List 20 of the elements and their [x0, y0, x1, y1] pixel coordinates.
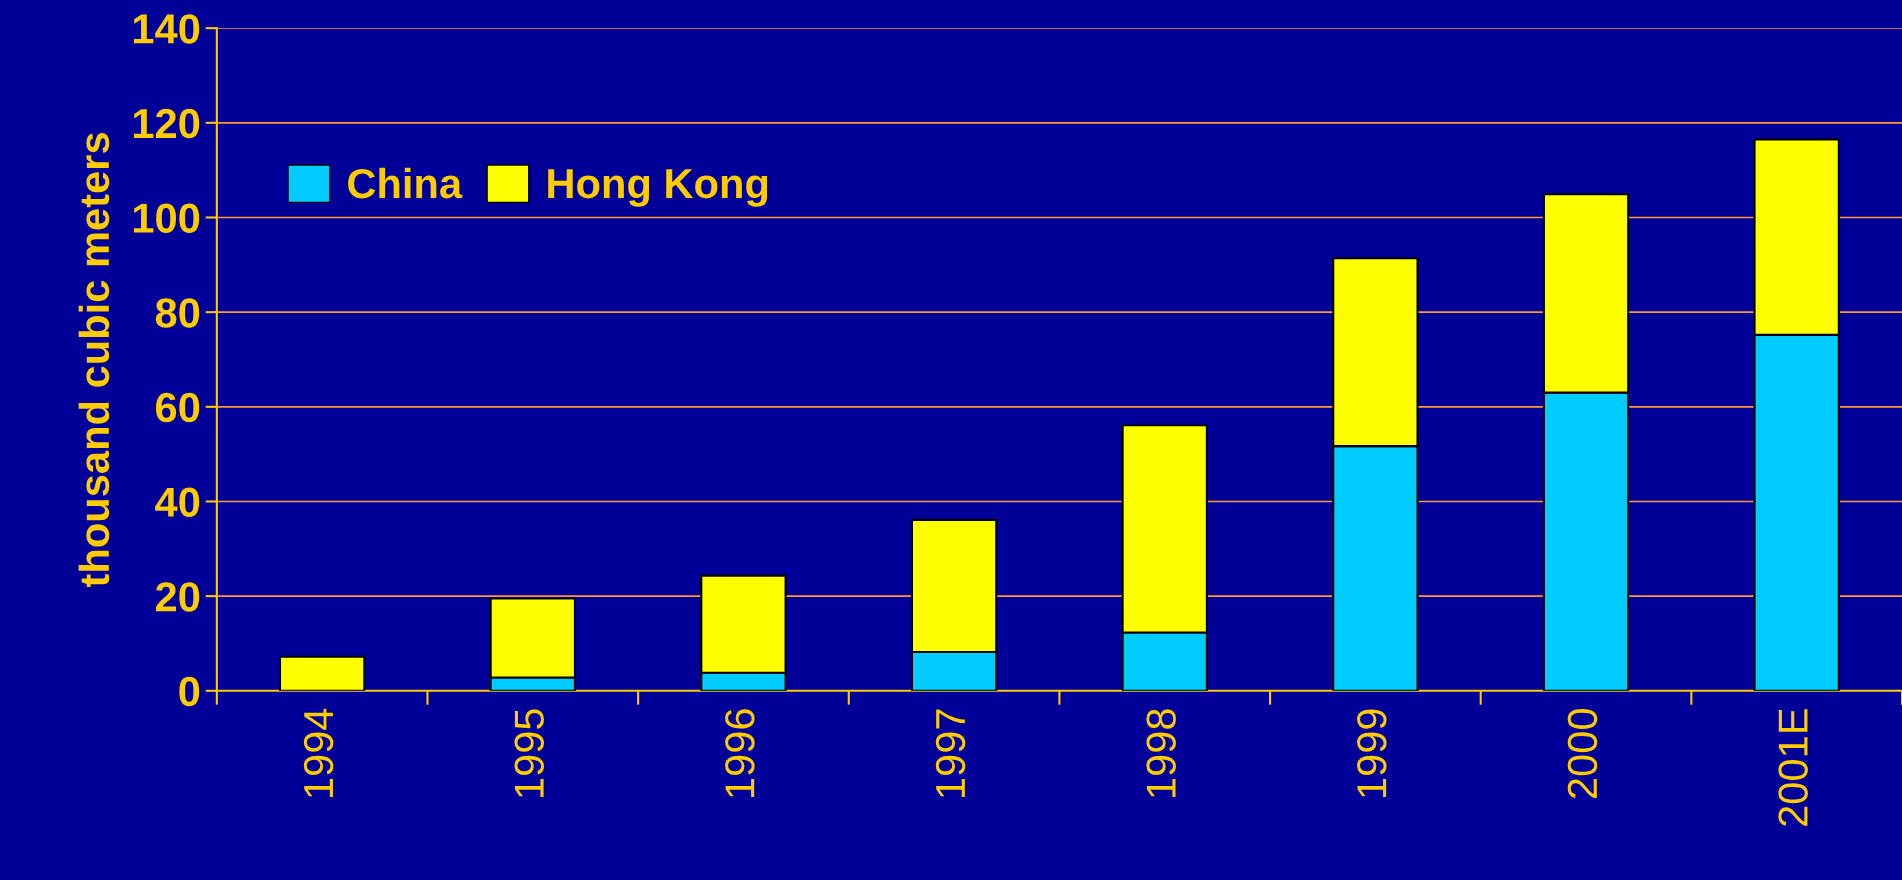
- x-tick-label: 1998: [1146, 709, 1176, 797]
- x-tick-label: 2000: [1567, 709, 1598, 799]
- legend-label: China: [348, 167, 463, 199]
- y-tick-label: 20: [155, 582, 200, 612]
- x-tick-label: 1995: [514, 709, 544, 797]
- y-tick-label: 40: [155, 487, 200, 517]
- y-tick-label: 60: [156, 392, 200, 423]
- y-tick-label: 80: [155, 298, 200, 328]
- x-tick-label: 1996: [725, 709, 755, 797]
- x-tick-label: 1994: [303, 708, 334, 797]
- x-tick-label: 1997: [935, 709, 966, 797]
- y-tick-label: 120: [133, 108, 200, 139]
- x-tick-label: 2001E: [1778, 709, 1808, 826]
- legend-label: Hong Kong: [548, 169, 768, 207]
- y-tick-label: 0: [179, 676, 200, 707]
- y-tick-label: 140: [133, 14, 200, 44]
- y-tick-label: 100: [133, 203, 200, 233]
- x-tick-label: 1999: [1357, 709, 1387, 797]
- y-axis-title: thousand cubic meters: [78, 133, 110, 588]
- bar: [278, 655, 366, 691]
